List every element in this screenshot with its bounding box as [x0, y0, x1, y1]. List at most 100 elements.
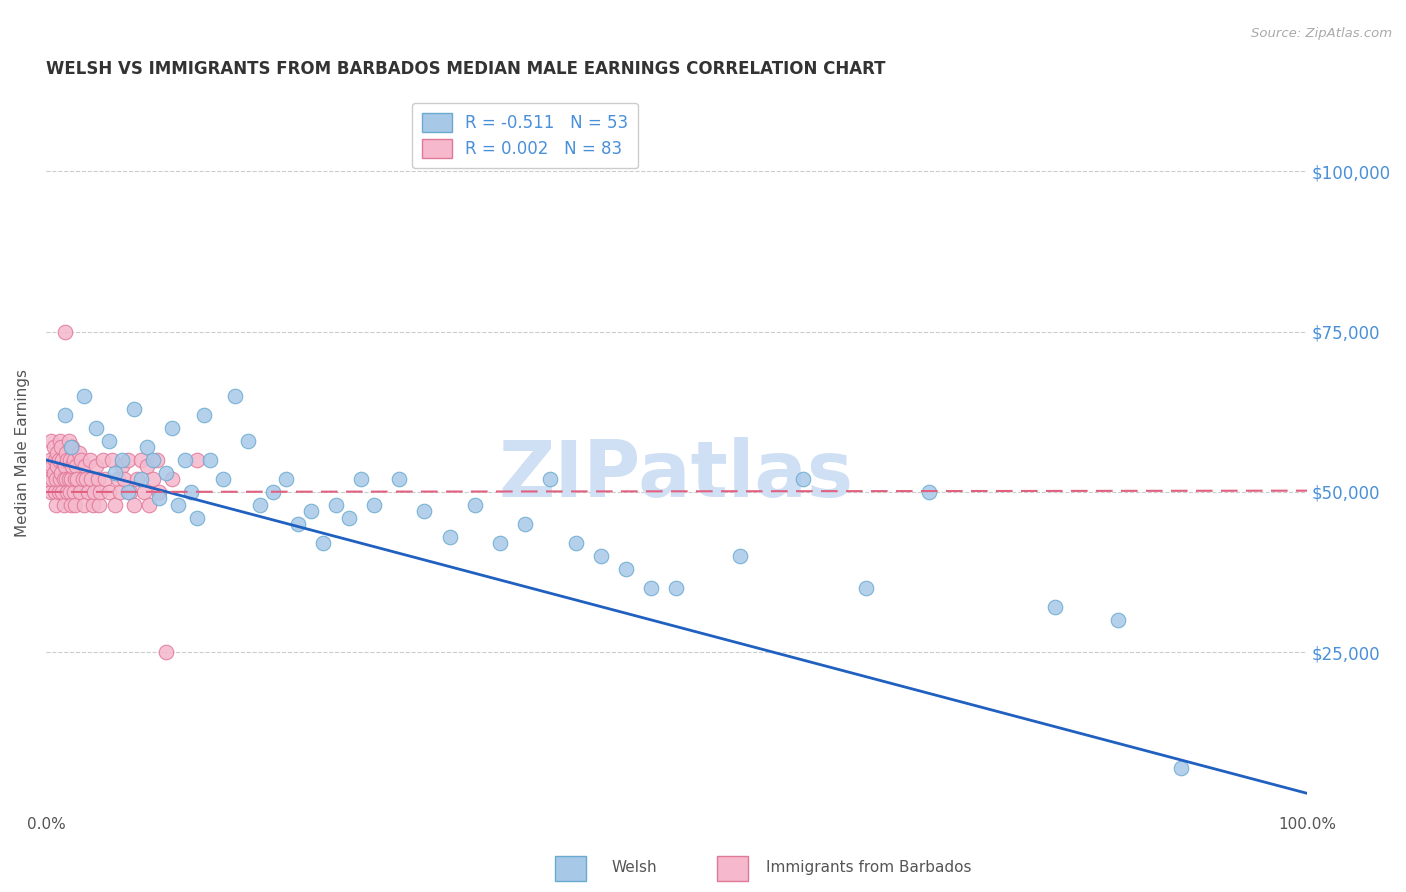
- Point: [413, 504, 436, 518]
- Point: [129, 453, 152, 467]
- Point: [918, 485, 941, 500]
- Point: [49, 440, 72, 454]
- Point: [76, 485, 98, 500]
- Point: [173, 453, 195, 467]
- Point: [75, 472, 97, 486]
- Point: [42, 440, 65, 454]
- Point: [86, 421, 108, 435]
- Point: [135, 440, 157, 454]
- Point: [142, 472, 165, 486]
- Point: [53, 325, 76, 339]
- Point: [37, 472, 59, 486]
- Point: [129, 472, 152, 486]
- Point: [110, 485, 132, 500]
- Point: [39, 434, 62, 448]
- Point: [792, 472, 814, 486]
- Point: [614, 562, 637, 576]
- Point: [148, 491, 170, 506]
- Point: [464, 498, 486, 512]
- Point: [49, 434, 72, 448]
- Point: [589, 549, 612, 563]
- Point: [489, 536, 512, 550]
- Point: [274, 472, 297, 486]
- Point: [66, 472, 89, 486]
- Point: [155, 645, 177, 659]
- Point: [58, 472, 80, 486]
- Point: [1170, 761, 1192, 775]
- Point: [439, 530, 461, 544]
- Point: [94, 472, 117, 486]
- Point: [62, 453, 84, 467]
- Point: [388, 472, 411, 486]
- Point: [728, 549, 751, 563]
- Point: [82, 498, 104, 512]
- Y-axis label: Median Male Earnings: Median Male Earnings: [15, 369, 30, 538]
- Point: [135, 459, 157, 474]
- Point: [80, 472, 103, 486]
- Point: [69, 485, 91, 500]
- Point: [134, 485, 156, 500]
- Point: [363, 498, 385, 512]
- Point: [67, 446, 90, 460]
- Point: [146, 453, 169, 467]
- Point: [180, 485, 202, 500]
- Point: [155, 466, 177, 480]
- Point: [48, 485, 70, 500]
- Point: [325, 498, 347, 512]
- Point: [73, 389, 96, 403]
- Point: [41, 459, 63, 474]
- Point: [59, 485, 82, 500]
- Point: [65, 459, 87, 474]
- Point: [186, 453, 208, 467]
- Point: [44, 485, 66, 500]
- Point: [167, 498, 190, 512]
- Point: [46, 446, 69, 460]
- Point: [312, 536, 335, 550]
- Point: [104, 498, 127, 512]
- Point: [160, 421, 183, 435]
- Point: [51, 453, 73, 467]
- Point: [60, 440, 83, 454]
- Point: [60, 472, 83, 486]
- Point: [56, 485, 79, 500]
- Point: [49, 472, 72, 486]
- Point: [249, 498, 271, 512]
- Point: [87, 498, 110, 512]
- Point: [45, 498, 67, 512]
- Point: [48, 453, 70, 467]
- Legend: R = -0.511   N = 53, R = 0.002   N = 83: R = -0.511 N = 53, R = 0.002 N = 83: [412, 103, 638, 168]
- Point: [83, 485, 105, 500]
- Point: [122, 498, 145, 512]
- Point: [49, 466, 72, 480]
- Point: [104, 466, 127, 480]
- Point: [63, 498, 86, 512]
- Point: [640, 581, 662, 595]
- Point: [53, 459, 76, 474]
- Point: [198, 453, 221, 467]
- Point: [111, 453, 134, 467]
- Point: [564, 536, 586, 550]
- Point: [120, 485, 142, 500]
- Point: [117, 453, 139, 467]
- Point: [287, 516, 309, 531]
- Point: [73, 498, 96, 512]
- Point: [52, 498, 75, 512]
- Point: [211, 472, 233, 486]
- Point: [855, 581, 877, 595]
- Point: [39, 485, 62, 500]
- Point: [38, 453, 60, 467]
- Point: [44, 453, 66, 467]
- Point: [62, 459, 84, 474]
- Point: [262, 485, 284, 500]
- Text: WELSH VS IMMIGRANTS FROM BARBADOS MEDIAN MALE EARNINGS CORRELATION CHART: WELSH VS IMMIGRANTS FROM BARBADOS MEDIAN…: [46, 60, 886, 78]
- Point: [142, 453, 165, 467]
- Point: [51, 485, 73, 500]
- Point: [1043, 600, 1066, 615]
- Point: [75, 459, 97, 474]
- Point: [350, 472, 373, 486]
- Point: [98, 485, 121, 500]
- Point: [100, 453, 122, 467]
- Point: [112, 472, 135, 486]
- Text: Immigrants from Barbados: Immigrants from Barbados: [766, 861, 972, 875]
- Point: [45, 472, 67, 486]
